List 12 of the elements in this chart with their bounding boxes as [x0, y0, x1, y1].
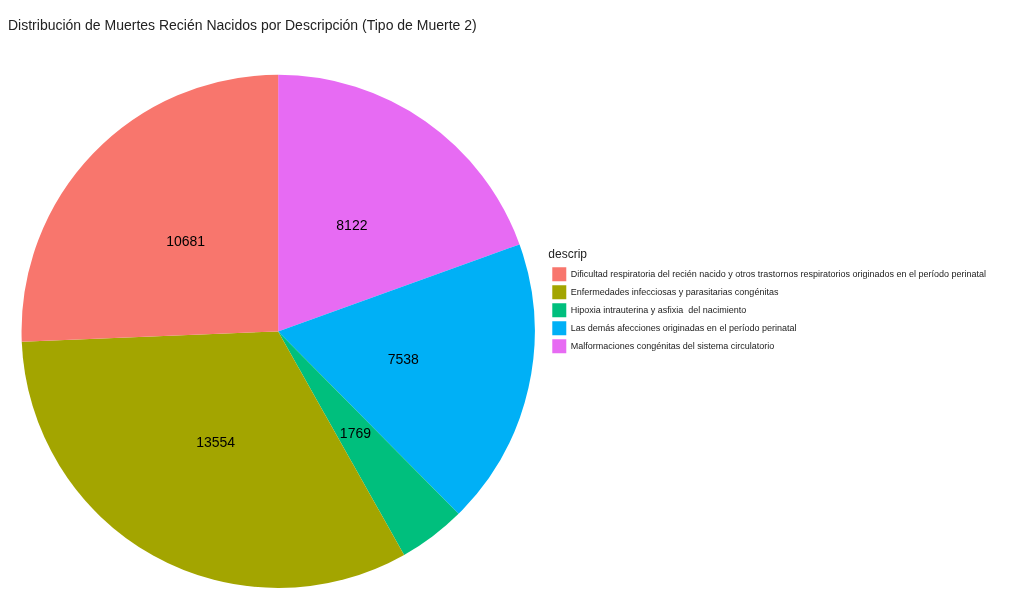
legend-label: Malformaciones congénitas del sistema circulatorio: [570, 340, 775, 351]
data-label: 8122: [336, 217, 368, 234]
data-label: 13554: [196, 434, 236, 451]
legend-title: descrip: [548, 247, 588, 262]
legend-label: Hipoxia intrauterina y asfixia del nacimiento: [570, 304, 747, 315]
data-label: 1769: [339, 424, 372, 441]
legend-label: Las demás afecciones originadas en el período perinatal: [570, 322, 797, 333]
data-label: 7538: [387, 350, 420, 367]
legend-label: Dificultad respiratoria del recién nacido y otros trastornos respiratorios originados en el período perinatal: [570, 268, 986, 279]
legend-label: Enfermedades infecciosas y parasitarias congénitas: [570, 286, 779, 297]
data-label: 10681: [166, 233, 206, 250]
chart-title: Distribución de Muertes Recién Nacidos por Descripción (Tipo de Muerte 2): [8, 17, 477, 34]
